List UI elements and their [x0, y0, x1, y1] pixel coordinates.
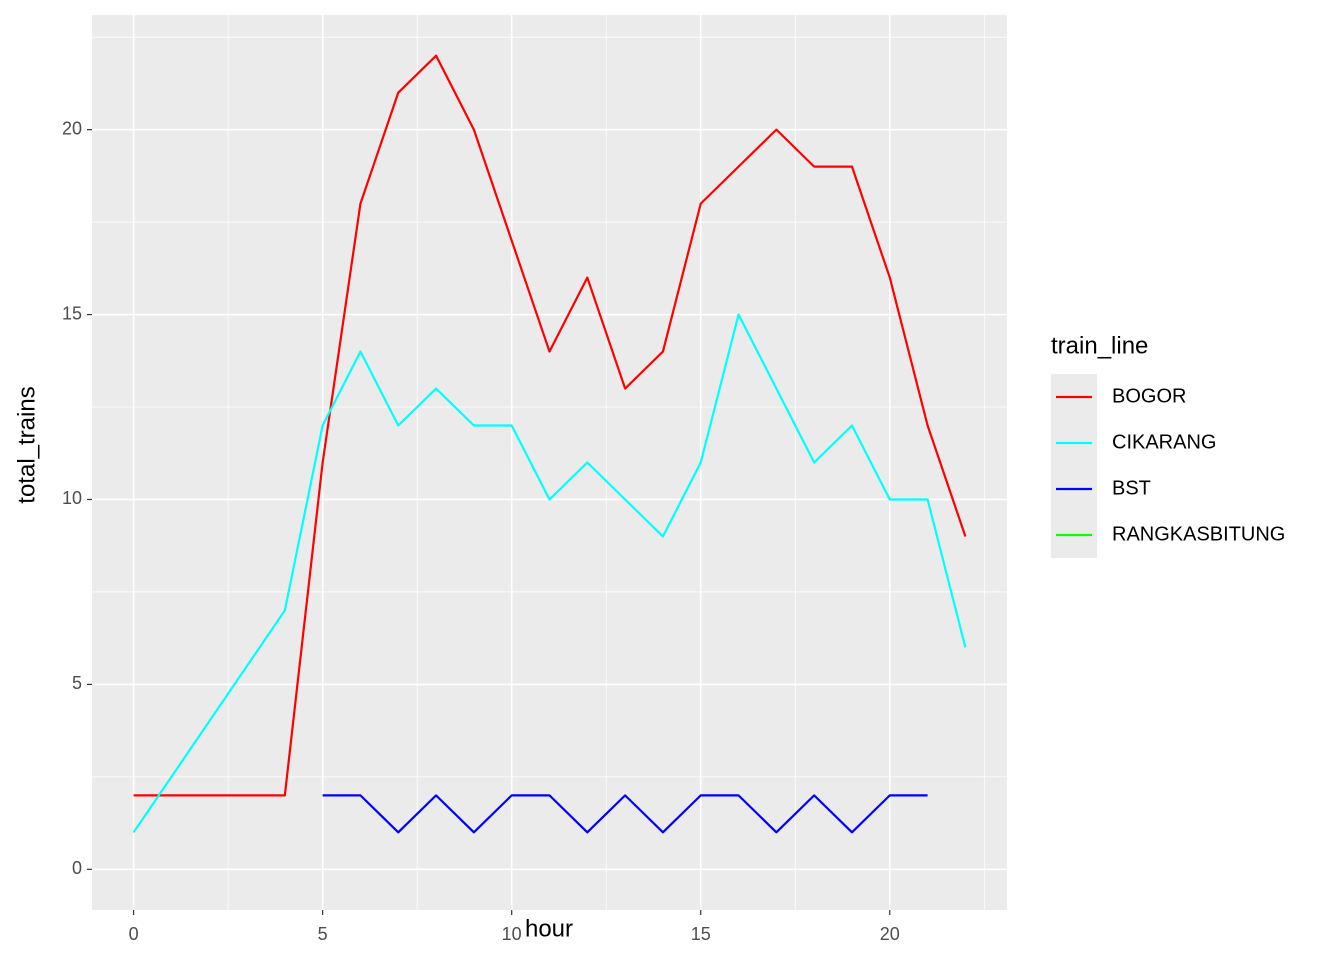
x-tick-label: 20: [880, 924, 900, 944]
y-tick-label: 0: [72, 858, 82, 878]
y-axis-title: total_trains: [13, 386, 40, 503]
line-series: [133, 54, 967, 797]
x-tick-label: 10: [502, 924, 522, 944]
y-tick-label: 5: [72, 673, 82, 693]
plot-panel: [92, 15, 1007, 910]
line-series: [322, 794, 928, 834]
legend-label: BST: [1112, 477, 1151, 499]
legend-label: RANGKASBITUNG: [1112, 523, 1285, 545]
legend-label: BOGOR: [1112, 385, 1186, 407]
y-tick-label: 10: [62, 488, 82, 508]
y-tick-label: 20: [62, 118, 82, 138]
x-tick-label: 15: [691, 924, 711, 944]
x-axis-title: hour: [525, 915, 573, 942]
y-tick-label: 15: [62, 303, 82, 323]
legend-title: train_line: [1051, 332, 1148, 359]
line-series: [132, 313, 967, 833]
x-tick-label: 5: [318, 924, 328, 944]
legend-key-background: [1051, 374, 1097, 558]
legend-label: CIKARANG: [1112, 431, 1216, 453]
x-tick-label: 0: [129, 924, 139, 944]
